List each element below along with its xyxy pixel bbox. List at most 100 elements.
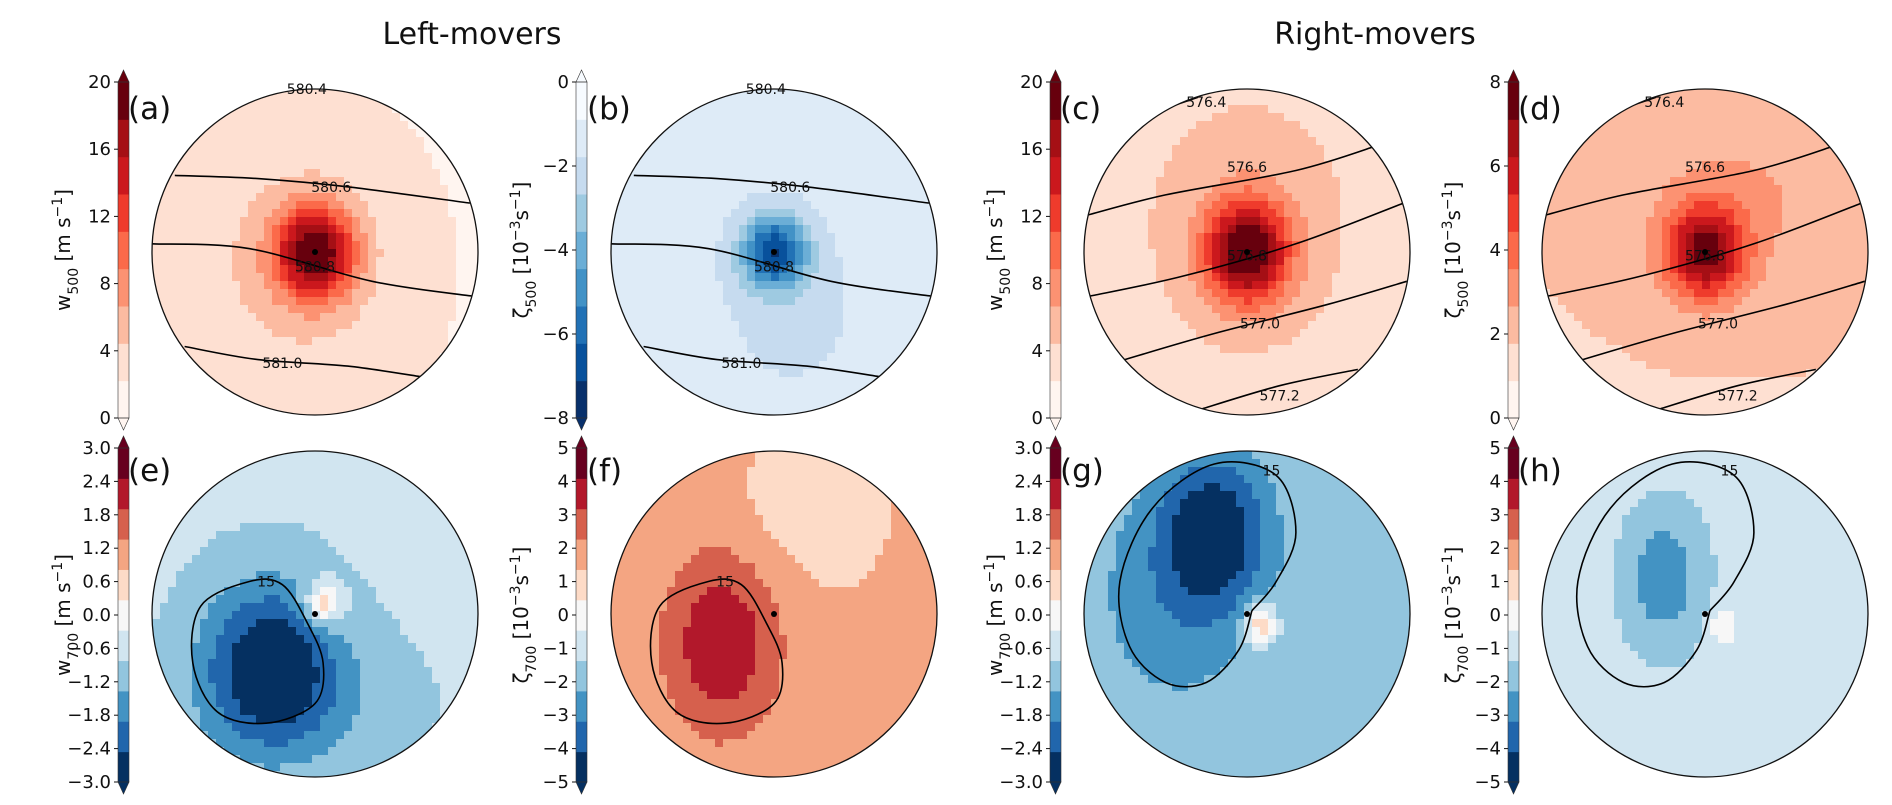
colorbar-tick-label: 2 [1490,538,1501,559]
contour-label: 580.8 [754,260,794,276]
colorbar-tick-label: −1 [542,638,569,659]
colorbar-tick-label: 20 [1020,72,1043,93]
colorbar-tick-label: 0 [1490,408,1501,429]
colorbar-tick-label: 1 [1490,572,1501,593]
colorbar-title: w700 [m s−1] [50,554,82,676]
contours-g [1117,461,1297,688]
colorbar-tick-label: −1.8 [67,705,111,726]
contour-line [1117,461,1297,688]
field-b [611,89,937,415]
field-f [611,451,937,777]
panel-label: (b) [587,91,631,127]
panel-label: (f) [587,453,622,489]
colorbar-tick-label: −2.4 [67,739,111,760]
colorbar-tick-label: 1.8 [82,505,111,526]
colorbar-tick-label: 3 [1490,505,1501,526]
colorbar-tick-label: −0.6 [999,638,1043,659]
contour-label: 577.0 [1240,317,1280,333]
panel-label: (c) [1060,91,1101,127]
left-movers-header: Left-movers [382,17,561,52]
contour-line [1124,280,1407,361]
colorbar-tick-label: 2 [558,538,569,559]
colorbar-h: −5 −4 −3 −2 −1 0 1 2 3 4 5 ζ700 [10−3s−1] [1440,435,1520,795]
colorbar-d: 0 2 4 6 8 ζ500 [10−3s−1] [1440,69,1520,431]
colorbar-tick-label: 6 [1490,156,1501,177]
contour-label: 576.4 [1644,95,1684,111]
center-marker [312,249,318,255]
colorbar-tick-label: −4 [542,739,569,760]
contour-line [184,345,426,379]
colorbar-tick-label: 8 [100,274,111,295]
colorbar-title: ζ500 [10−3s−1] [508,182,540,319]
colorbar-tick-label: 4 [1490,240,1501,261]
panel-g: 15 (g) −3.0 −2.4 −1.8 −1.2 −0.6 0.0 0.6 1.2 1.8 2.4… [982,435,1411,795]
contours-b [611,174,931,379]
colorbar-tick-label: 0 [558,605,569,626]
colorbar-c: 0 4 8 12 16 20 w500 [m s−1] [982,69,1062,431]
colorbar-tick-label: 8 [1032,274,1043,295]
colorbar-tick-label: −6 [542,324,569,345]
field-d [1542,89,1868,415]
colorbar-tick-label: −1 [1474,638,1501,659]
colorbar-tick-label: −4 [1474,739,1501,760]
colorbar-b: −8 −6 −4 −2 0 ζ500 [10−3s−1] [508,69,588,431]
center-marker [1244,249,1250,255]
panel-label: (a) [128,91,171,127]
contour-line [633,174,930,204]
contour-label: 577.0 [1698,317,1738,333]
panel-label: (d) [1518,91,1562,127]
center-marker [771,611,777,617]
colorbar-tick-label: −4 [542,240,569,261]
colorbar-title: ζ700 [10−3s−1] [1440,547,1472,684]
colorbar-a: 0 4 8 12 16 20 w500 [m s−1] [50,69,130,431]
colorbar-tick-label: −8 [542,408,569,429]
contour-label: 576.6 [1685,160,1725,176]
colorbar-tick-label: −1.2 [67,672,111,693]
colorbar-tick-label: 0 [558,72,569,93]
colorbar-tick-label: −3 [1474,705,1501,726]
colorbar-tick-label: 1 [558,572,569,593]
colorbar-tick-label: −5 [542,772,569,793]
center-marker [1702,249,1708,255]
colorbar-tick-label: −1.2 [999,672,1043,693]
colorbar-tick-label: 5 [558,438,569,459]
contour-line [152,243,472,297]
contour-line [174,174,471,204]
contour-line [1542,143,1839,217]
contour-line [611,243,931,297]
colorbar-tick-label: 16 [1020,139,1043,160]
contours-a [152,174,472,379]
colorbar-tick-label: −2 [1474,672,1501,693]
colorbar-tick-label: 3.0 [82,438,111,459]
contour-label: 580.6 [311,180,351,196]
panel-a: 580.4 580.6 580.8 581.0 (a) 0 4 8 12 16 20 w500 [m … [50,69,479,431]
contour-label: 576.6 [1227,160,1267,176]
colorbar-tick-label: 4 [1032,341,1043,362]
colorbar-title: ζ700 [10−3s−1] [508,547,540,684]
colorbar-tick-label: 2.4 [1014,471,1043,492]
panel-b: 580.4 580.6 580.8 581.0 (b) −8 −6 −4 −2 0 ζ500 [10… [508,69,938,431]
colorbar-tick-label: 0.0 [1014,605,1043,626]
colorbar-g: −3.0 −2.4 −1.8 −1.2 −0.6 0.0 0.6 1.2 1.8 2.4 3.0 w7… [982,435,1062,795]
colorbar-tick-label: −3.0 [999,772,1043,793]
colorbar-title: w500 [m s−1] [50,189,82,311]
panel-e: 15 (e) −3.0 −2.4 −1.8 −1.2 −0.6 0.0 0.6 1.2 1.8 2.4… [50,435,479,795]
contour-line [1575,461,1755,688]
circle-boundary [151,88,479,416]
contour-label: 15 [1721,464,1739,480]
right-movers-header: Right-movers [1274,17,1476,52]
colorbar-tick-label: −2 [542,156,569,177]
panel-label: (g) [1060,453,1104,489]
contour-label: 577.2 [1260,388,1300,404]
circle-boundary [610,450,938,778]
contour-line [1548,202,1862,297]
contour-label: 15 [1263,464,1281,480]
contour-line [643,345,885,379]
colorbar-title: ζ500 [10−3s−1] [1440,182,1472,319]
colorbar-tick-label: −0.6 [67,638,111,659]
colorbar-tick-label: −3.0 [67,772,111,793]
colorbar-tick-label: −2.4 [999,739,1043,760]
colorbar-title: w500 [m s−1] [982,189,1014,311]
panel-label: (h) [1518,453,1562,489]
